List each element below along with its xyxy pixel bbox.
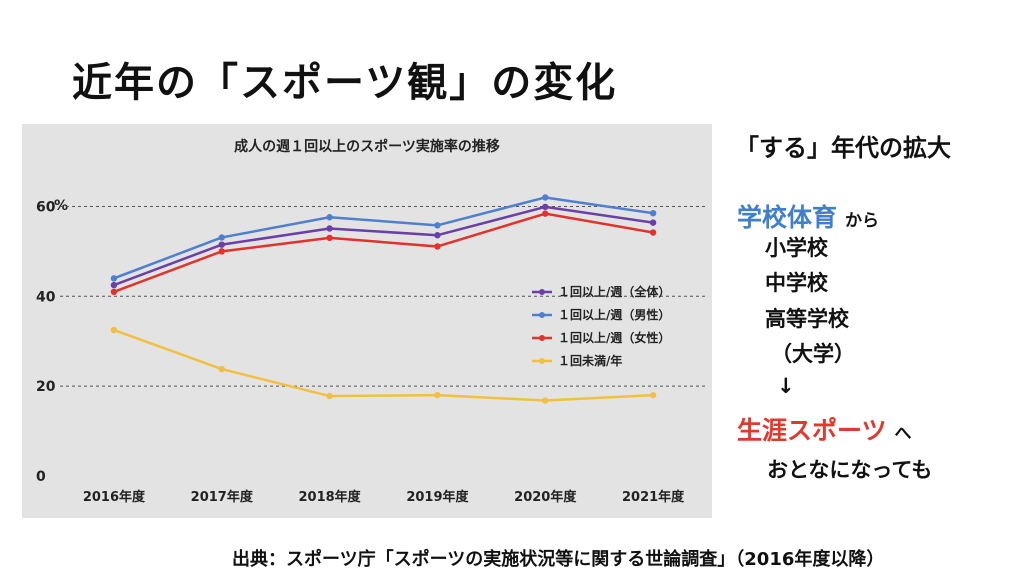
x-tick-label-2: 2018年度 [298, 489, 361, 505]
chart-title: 成人の週１回以上のスポーツ実施率の推移 [234, 138, 500, 155]
source-citation: 出典：スポーツ庁「スポーツの実施状況等に関する世論調査」（2016年度以降） [232, 549, 885, 570]
series-3-point-5 [649, 391, 657, 399]
chart-panel: 成人の週１回以上のスポーツ実施率の推移% 0 20 40 60 2016年度 2017年度 2… [22, 124, 712, 518]
series-line-1 [113, 196, 654, 280]
series-0-point-3 [434, 232, 441, 239]
series-3-point-1 [218, 365, 225, 373]
school-item-high-school: 高等学校 [765, 307, 849, 331]
x-tick-label-1: 2017年度 [191, 489, 254, 505]
series-3-point-4 [542, 397, 549, 404]
series-1-point-0 [110, 275, 118, 282]
series-3-point-0 [110, 326, 118, 334]
legend-label-2: １回以上/週（女性） [558, 330, 670, 345]
to-suffix: へ [894, 424, 912, 444]
series-1-point-3 [434, 222, 441, 229]
from-line: 学校体育 から [737, 198, 879, 234]
series-0-point-2 [326, 225, 333, 232]
series-0-point-4 [542, 203, 549, 211]
legend-swatch-dot-0 [539, 289, 545, 295]
series-line-2 [113, 212, 654, 293]
series-0-point-5 [649, 219, 657, 226]
series-1-point-2 [326, 214, 333, 221]
legend-swatch-dot-1 [539, 312, 545, 318]
series-2-point-4 [542, 210, 549, 217]
x-tick-label-5: 2021年度 [622, 489, 685, 505]
legend-label-3: １回未満/年 [558, 353, 622, 368]
adult-note: おとなになっても [767, 458, 933, 482]
side-heading: 「する」年代の拡大 [735, 134, 951, 162]
slide-title: 近年の「スポーツ観」の変化 [72, 60, 618, 106]
series-3-point-2 [326, 392, 333, 400]
down-arrow-icon: ↓ [777, 374, 795, 398]
series-2-point-5 [649, 229, 657, 236]
series-1-point-1 [218, 234, 225, 241]
x-tick-label-0: 2016年度 [83, 489, 146, 505]
y-tick-label-40: 40 [36, 289, 56, 305]
from-suffix: から [845, 211, 880, 231]
x-tick-label-4: 2020年度 [514, 489, 577, 505]
y-tick-label-60: 60 [36, 199, 56, 215]
series-1-point-5 [649, 210, 657, 217]
series-2-point-2 [326, 234, 333, 242]
school-item-university: （大学） [771, 342, 855, 366]
series-3-point-3 [434, 391, 441, 399]
y-tick-label-20: 20 [36, 379, 56, 395]
legend-swatch-dot-2 [539, 335, 545, 341]
series-2-point-1 [218, 248, 225, 255]
legend-label-0: １回以上/週（全体） [558, 284, 670, 299]
school-item-elementary: 小学校 [765, 236, 828, 260]
school-item-junior-high: 中学校 [765, 271, 828, 295]
series-line-3 [113, 328, 654, 402]
x-tick-label-3: 2019年度 [406, 489, 469, 505]
legend-label-1: １回以上/週（男性） [558, 307, 670, 322]
to-line: 生涯スポーツへ [737, 411, 912, 447]
series-line-0 [113, 205, 654, 287]
legend-swatch-dot-3 [539, 358, 545, 364]
series-2-point-3 [434, 243, 441, 250]
series-0-point-1 [218, 241, 225, 248]
series-2-point-0 [110, 288, 118, 296]
series-1-point-4 [542, 194, 549, 201]
series-0-point-0 [110, 281, 118, 289]
lifelong-sports-label: 生涯スポーツ [737, 416, 887, 445]
y-tick-label-0: 0 [36, 469, 46, 485]
school-pe-label: 学校体育 [737, 203, 838, 232]
